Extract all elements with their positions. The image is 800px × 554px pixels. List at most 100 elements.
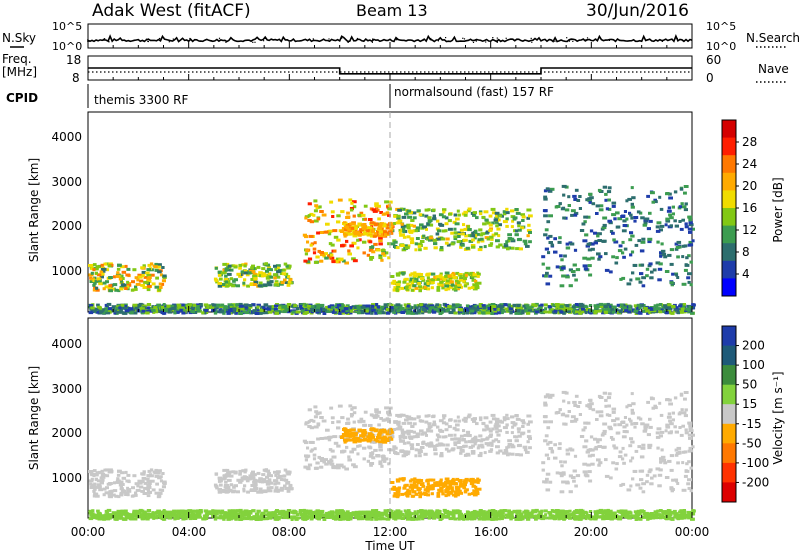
velocity-cell (351, 463, 356, 467)
velocity-cell (325, 428, 330, 432)
power-cell (295, 310, 301, 314)
velocity-cell (409, 435, 415, 439)
power-cell (259, 274, 263, 278)
power-colorbar-tick-label: 12 (742, 223, 757, 237)
velocity-cell (630, 440, 635, 444)
power-cell (435, 277, 440, 281)
power-colorbar-swatch (722, 225, 736, 244)
power-cell (288, 309, 293, 313)
power-cell (385, 211, 390, 215)
velocity-cell (350, 414, 354, 418)
velocity-cell (233, 484, 238, 488)
velocity-cell (631, 402, 636, 406)
velocity-cell (157, 476, 162, 480)
velocity-cell (350, 407, 354, 411)
velocity-cell (222, 489, 226, 492)
velocity-cell (656, 427, 662, 431)
power-cell (596, 252, 601, 256)
power-cell (615, 211, 620, 215)
power-cell (461, 232, 465, 236)
power-cell (244, 311, 250, 315)
power-cell (604, 198, 608, 202)
velocity-cell (553, 456, 558, 460)
velocity-cell (554, 411, 559, 415)
velocity-cell (629, 419, 633, 423)
power-cell (641, 237, 646, 241)
cpid-row: CPID themis 3300 RF normalsound (fast) 1… (6, 84, 554, 108)
power-cell (192, 303, 197, 307)
power-cell (381, 252, 386, 256)
power-cell (663, 305, 668, 309)
power-cell (505, 224, 509, 228)
power-cell (631, 308, 635, 312)
power-cell (499, 303, 504, 307)
velocity-cell (136, 484, 140, 488)
velocity-cell (303, 465, 308, 469)
power-cell (128, 307, 133, 311)
velocity-cell (151, 488, 156, 492)
power-cell (664, 307, 669, 311)
power-cell (261, 267, 266, 271)
velocity-cell (413, 477, 417, 481)
velocity-cell (470, 450, 476, 453)
velocity-cell (574, 394, 579, 398)
power-cell (113, 275, 116, 279)
power-cell (360, 213, 366, 217)
velocity-cell (445, 487, 450, 491)
velocity-cell (285, 481, 289, 485)
nsearch-tick-low: 10^0 (706, 40, 736, 53)
velocity-cell (450, 437, 455, 441)
velocity-cell (389, 428, 394, 432)
nsearch-point (595, 38, 597, 40)
power-cell (590, 256, 595, 260)
velocity-cell (607, 392, 612, 396)
power-cell (368, 307, 373, 311)
power-cell (252, 274, 257, 278)
velocity-cell (479, 418, 483, 422)
velocity-cell (424, 420, 429, 424)
power-cell (370, 304, 375, 308)
power-cell (388, 303, 394, 307)
power-cell (437, 306, 441, 310)
velocity-cell (395, 493, 399, 497)
velocity-cell (104, 491, 109, 495)
power-cell (107, 286, 111, 290)
power-cell (607, 219, 612, 223)
power-cell (120, 283, 126, 287)
power-cell (528, 214, 533, 218)
velocity-cell (476, 438, 480, 442)
power-cell (410, 272, 415, 276)
power-cell (544, 307, 548, 311)
power-cell (565, 246, 571, 250)
power-cell (597, 257, 601, 261)
power-cell (535, 308, 539, 312)
power-cell (678, 220, 682, 223)
power-cell (597, 188, 602, 192)
power-cell (157, 288, 162, 292)
velocity-cell (597, 438, 602, 442)
power-cell (688, 223, 694, 227)
velocity-cell (643, 427, 648, 431)
velocity-cell (404, 483, 409, 487)
power-cell (395, 303, 401, 307)
velocity-cell (456, 415, 460, 419)
power-cell (305, 249, 310, 253)
power-cell (383, 303, 388, 307)
power-cell (591, 202, 596, 206)
velocity-cell (354, 433, 358, 437)
power-cell (228, 283, 233, 287)
power-cell (431, 310, 437, 314)
power-cell (531, 303, 536, 307)
power-cell (523, 242, 528, 246)
nsearch-point (396, 39, 398, 41)
power-cell (160, 282, 165, 286)
velocity-cell (313, 447, 317, 451)
power-cell (618, 244, 623, 248)
velocity-cell (419, 483, 425, 486)
velocity-cell (586, 421, 591, 425)
power-cell (528, 231, 532, 234)
velocity-cell (621, 435, 627, 439)
velocity-cell (665, 398, 669, 402)
velocity-cell (491, 439, 496, 443)
velocity-cell (669, 430, 673, 434)
